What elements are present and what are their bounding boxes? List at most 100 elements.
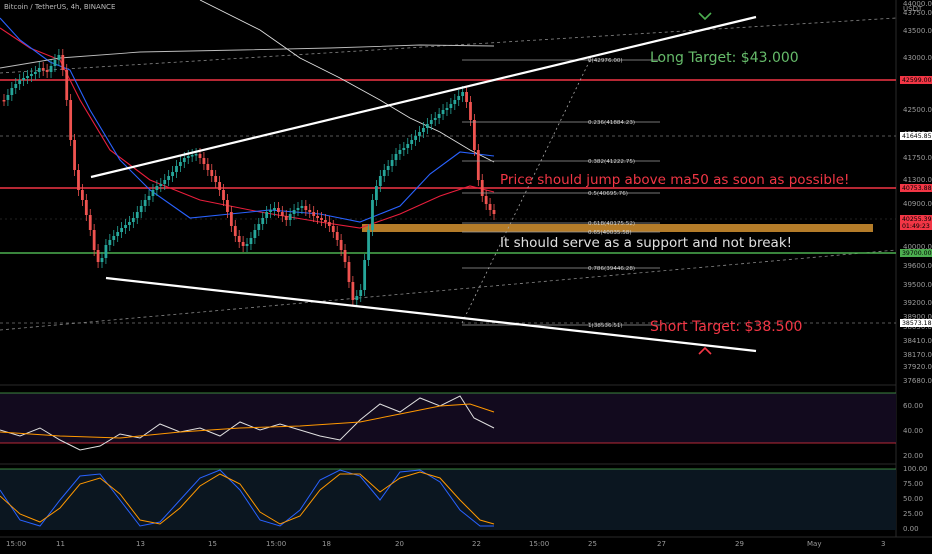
stoch-tick: 0.00 xyxy=(903,525,919,533)
dashed-trendline-lower[interactable] xyxy=(0,249,897,331)
time-label: 15:00 xyxy=(529,540,549,548)
candle-body xyxy=(57,55,61,60)
candle-body xyxy=(253,230,257,238)
long-target-label[interactable]: Long Target: $43.000 xyxy=(650,50,799,66)
candle-body xyxy=(33,72,37,74)
price-tag: 41645.85 xyxy=(902,133,932,140)
support-note[interactable]: It should serve as a support and not bre… xyxy=(500,235,792,251)
channel-lower-line[interactable] xyxy=(105,276,757,353)
candle-body xyxy=(347,262,351,282)
rsi-tick: 20.00 xyxy=(903,452,923,460)
candle-body xyxy=(163,180,167,184)
time-label: May xyxy=(807,540,821,548)
candle-body xyxy=(343,250,347,262)
candle-body xyxy=(190,155,194,157)
price-tick: 38410.00 xyxy=(903,337,932,345)
stoch-tick: 100.00 xyxy=(903,465,928,473)
candle-body xyxy=(198,154,202,158)
symbol-title[interactable]: Bitcoin / TetherUS, 4h, BINANCE xyxy=(4,3,116,11)
support-zone[interactable] xyxy=(362,224,873,232)
price-tick: 42500.00 xyxy=(903,106,932,114)
candle-body xyxy=(18,80,22,84)
candle-body xyxy=(171,172,174,176)
candle-body xyxy=(429,120,433,124)
candle-body xyxy=(214,176,218,182)
fib-level-label: 0.382(41222.75) xyxy=(588,159,635,165)
stoch-panel[interactable] xyxy=(0,468,896,530)
price-tag: 40255.39 xyxy=(902,216,932,223)
candle-body xyxy=(453,100,457,104)
rsi-panel[interactable] xyxy=(0,392,896,451)
time-label: 29 xyxy=(735,540,744,548)
price-tag: 39700.00 xyxy=(902,250,932,257)
candle-body xyxy=(233,226,237,236)
candle-body xyxy=(355,296,359,300)
candle-body xyxy=(449,104,453,108)
ma50-note[interactable]: Price should jump above ma50 as soon as … xyxy=(500,172,849,188)
candle-body xyxy=(84,200,88,215)
candle-body xyxy=(229,212,233,226)
candle-body xyxy=(245,244,249,246)
candle-body xyxy=(327,222,331,226)
candle-body xyxy=(104,245,108,258)
candle-body xyxy=(269,210,272,212)
short-target-chevron-icon xyxy=(698,346,712,355)
candle-body xyxy=(308,210,312,212)
time-axis[interactable]: 15:00 11 13 15 15:00 18 20 22 15:00 25 27 29 May 3 xyxy=(6,540,885,548)
price-tag-bg xyxy=(900,222,932,230)
candle-body xyxy=(296,208,300,210)
candle-body xyxy=(484,196,488,204)
short-target-label[interactable]: Short Target: $38.500 xyxy=(650,319,802,335)
candle-body xyxy=(2,100,6,102)
price-tag-bg xyxy=(900,215,932,223)
candle-body xyxy=(312,212,316,216)
price-tags: 42599.00 41645.85 40753.88 40255.3901:49:23… xyxy=(900,76,932,327)
price-tag: 42599.00 xyxy=(902,77,932,84)
candle-body xyxy=(49,66,53,72)
price-tick: 40900.00 xyxy=(903,200,932,208)
candle-body xyxy=(488,204,492,210)
candle-body xyxy=(386,166,390,170)
price-tick: 39600.00 xyxy=(903,262,932,270)
candle-body xyxy=(45,70,49,72)
candle-body xyxy=(249,238,253,244)
fib-trend-dashed[interactable] xyxy=(461,59,591,324)
candle-body xyxy=(425,124,429,128)
candle-body xyxy=(139,206,143,212)
candle-body xyxy=(6,95,10,100)
channel-upper-line[interactable] xyxy=(90,15,757,179)
candle-body xyxy=(284,216,288,220)
candle-body xyxy=(457,96,461,100)
candle-body xyxy=(65,70,69,100)
candle-body xyxy=(22,78,25,80)
price-axis[interactable]: 44000.0043750.00 43500.00 43000.00 42500.00… xyxy=(903,0,932,385)
candle-body xyxy=(473,120,476,150)
candle-body xyxy=(61,55,65,70)
candle-body xyxy=(210,170,214,176)
time-label: 15:00 xyxy=(266,540,286,548)
price-tick: 41750.00 xyxy=(903,154,932,162)
price-tick: 41300.00 xyxy=(903,176,932,184)
candle-body xyxy=(30,74,33,76)
stoch-tick: 25.00 xyxy=(903,510,923,518)
candle-body xyxy=(179,162,182,166)
price-tag: 40753.88 xyxy=(902,185,932,192)
candle-body xyxy=(273,208,276,210)
fib-level-label: 0.786(39446.28) xyxy=(588,266,635,272)
fib-retracement[interactable]: 0(42976.00) 0.236(41884.23) 0.382(41222.75… xyxy=(462,58,660,329)
candle-body xyxy=(10,88,14,95)
candle-body xyxy=(316,216,319,218)
candle-body xyxy=(116,232,120,236)
stoch-k-line xyxy=(0,469,494,527)
candle-body xyxy=(257,224,261,230)
candles[interactable] xyxy=(2,49,496,306)
candle-body xyxy=(304,206,308,210)
fib-level-label: 0.65(40035.58) xyxy=(588,230,632,236)
candle-body xyxy=(351,282,355,300)
rsi-tick: 60.00 xyxy=(903,402,923,410)
price-tick: 44000.00 xyxy=(903,0,932,8)
candle-body xyxy=(418,132,421,136)
price-tag-bg xyxy=(900,319,932,327)
